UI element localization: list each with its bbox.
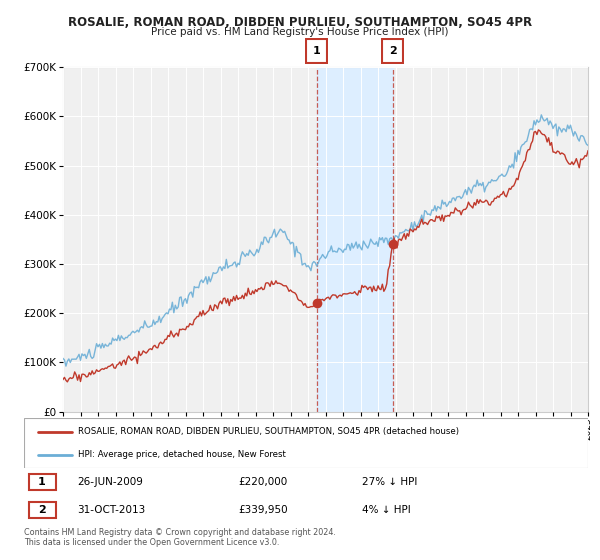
- Text: £339,950: £339,950: [238, 505, 288, 515]
- Text: HPI: Average price, detached house, New Forest: HPI: Average price, detached house, New …: [77, 450, 286, 459]
- Bar: [317, 67, 392, 412]
- Text: ROSALIE, ROMAN ROAD, DIBDEN PURLIEU, SOUTHAMPTON, SO45 4PR (detached house): ROSALIE, ROMAN ROAD, DIBDEN PURLIEU, SOU…: [77, 427, 458, 436]
- Text: 26-JUN-2009: 26-JUN-2009: [77, 477, 143, 487]
- FancyBboxPatch shape: [382, 39, 403, 63]
- Text: 2: 2: [389, 46, 397, 56]
- Text: 1: 1: [313, 46, 320, 56]
- Text: £220,000: £220,000: [238, 477, 287, 487]
- Text: 1: 1: [38, 477, 46, 487]
- Text: Contains HM Land Registry data © Crown copyright and database right 2024.
This d: Contains HM Land Registry data © Crown c…: [24, 528, 336, 547]
- FancyBboxPatch shape: [29, 502, 56, 518]
- Text: 31-OCT-2013: 31-OCT-2013: [77, 505, 146, 515]
- FancyBboxPatch shape: [307, 39, 327, 63]
- Text: ROSALIE, ROMAN ROAD, DIBDEN PURLIEU, SOUTHAMPTON, SO45 4PR: ROSALIE, ROMAN ROAD, DIBDEN PURLIEU, SOU…: [68, 16, 532, 29]
- Text: Price paid vs. HM Land Registry's House Price Index (HPI): Price paid vs. HM Land Registry's House …: [151, 27, 449, 37]
- Text: 27% ↓ HPI: 27% ↓ HPI: [362, 477, 418, 487]
- Text: 2: 2: [38, 505, 46, 515]
- FancyBboxPatch shape: [29, 474, 56, 490]
- Text: 4% ↓ HPI: 4% ↓ HPI: [362, 505, 411, 515]
- FancyBboxPatch shape: [24, 418, 588, 468]
